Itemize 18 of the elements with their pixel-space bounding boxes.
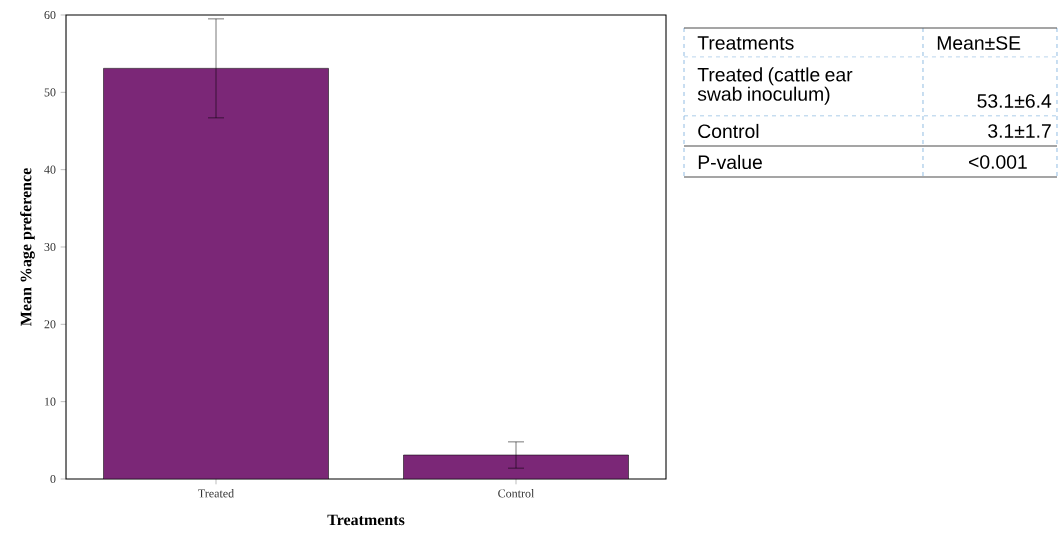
text: <0.001 [969,155,1027,169]
y-tick-label: 50 [44,88,56,97]
y-tick-label: 10 [45,397,56,406]
text: Treated (cattle ear swab inoculum) [697,67,853,105]
y-tick-label: 40 [44,165,56,174]
y-tick-label: 0 [50,474,56,484]
x-tick-label: Treated [198,489,234,498]
text: Treatments [697,36,794,50]
x-axis-title: Treatments [327,514,405,526]
text: Control [698,123,759,139]
y-axis-title: Mean %age preference [20,168,35,326]
y-tick-label: 60 [44,10,56,20]
text: P-value [698,154,762,170]
y-tick-label: 20 [44,320,56,329]
text: 53.1±6.4 [977,94,1052,108]
text: Mean±SE [937,36,1021,50]
text: 3.1±1.7 [988,124,1051,138]
y-tick-label: 30 [44,242,56,252]
